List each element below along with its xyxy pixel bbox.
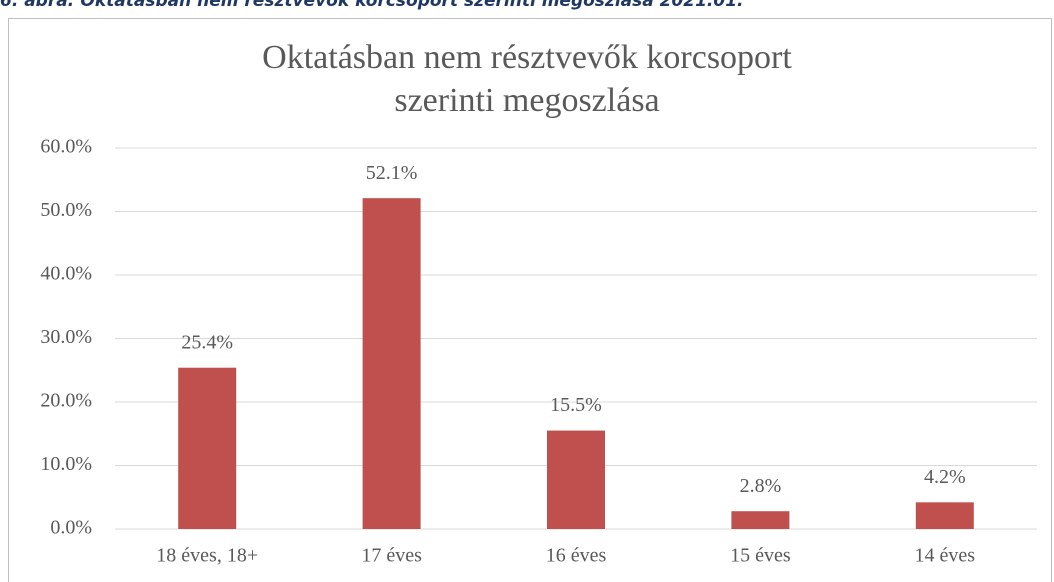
chart-title: Oktatásban nem résztvevők korcsoport sze… [262, 39, 792, 119]
x-tick-label: 14 éves [915, 545, 976, 567]
chart-frame [8, 18, 1052, 582]
data-label: 2.8% [740, 475, 782, 497]
bar [731, 511, 790, 529]
data-label: 15.5% [550, 394, 602, 416]
y-tick-label: 20.0% [40, 390, 92, 412]
bar [547, 430, 605, 529]
data-label: 25.4% [181, 331, 233, 353]
bar [362, 198, 421, 530]
data-label: 4.2% [924, 466, 966, 488]
y-tick-label: 10.0% [40, 453, 92, 475]
bar [178, 367, 237, 529]
y-tick-label: 50.0% [40, 199, 92, 221]
x-tick-label: 15 éves [730, 545, 791, 567]
x-tick-label: 16 éves [546, 545, 607, 567]
y-tick-label: 30.0% [40, 326, 92, 348]
x-tick-label: 18 éves, 18+ [156, 545, 258, 567]
x-tick-label: 17 éves [361, 545, 422, 567]
y-tick-label: 0.0% [50, 517, 92, 539]
bar [915, 502, 974, 529]
data-label: 52.1% [366, 162, 418, 184]
y-tick-label: 40.0% [40, 263, 92, 285]
caption: 6. ábra: Oktatásban nem résztvevők korcs… [0, 0, 744, 11]
y-tick-label: 60.0% [40, 136, 92, 158]
